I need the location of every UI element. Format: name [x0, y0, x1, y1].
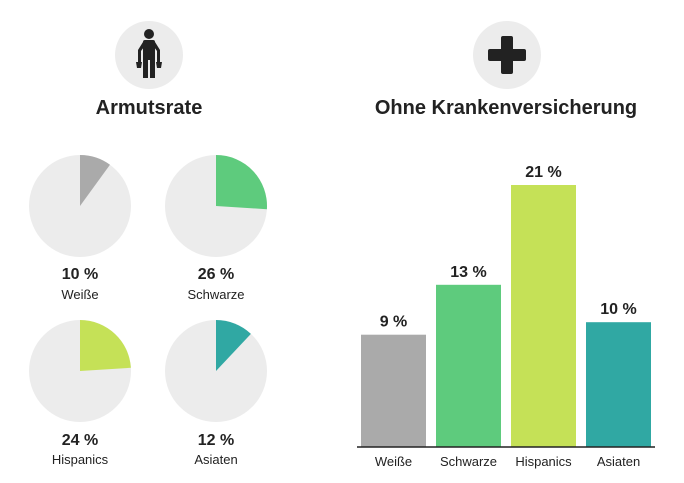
pie-slice [80, 155, 110, 206]
bar-category-label: Schwarze [440, 454, 497, 469]
bar-value-label: 9 % [380, 314, 408, 331]
pie-category-label: Weiße [61, 287, 99, 302]
pie-slice [216, 320, 251, 371]
pie-category-label: Hispanics [51, 452, 109, 467]
poverty-rate-title: Armutsrate [95, 97, 203, 119]
person-empty-pockets-icon [115, 21, 183, 89]
bar [436, 284, 501, 447]
pie-category-label: Schwarze [187, 287, 245, 302]
bar-category-label: Hispanics [515, 454, 572, 469]
pie-value-label: 24 % [61, 432, 99, 449]
pie-slice [216, 155, 268, 210]
pie-value-label: 26 % [197, 266, 235, 283]
pie-category-label: Asiaten [194, 452, 238, 467]
bar [586, 322, 651, 447]
pie-slice [80, 319, 131, 371]
bar-value-label: 21 % [525, 164, 561, 181]
bar-category-label: Weiße [375, 454, 412, 469]
pie-chart-area [29, 155, 268, 422]
uninsured-title: Ohne Krankenversicherung [374, 97, 638, 119]
pie-value-label: 10 % [61, 266, 99, 283]
bar [511, 185, 576, 447]
pie-value-label: 12 % [197, 432, 235, 449]
bar-value-label: 13 % [450, 264, 486, 281]
bar-value-label: 10 % [600, 301, 636, 318]
bar-category-label: Asiaten [597, 454, 640, 469]
medical-cross-icon [473, 21, 541, 89]
bar [361, 334, 426, 447]
